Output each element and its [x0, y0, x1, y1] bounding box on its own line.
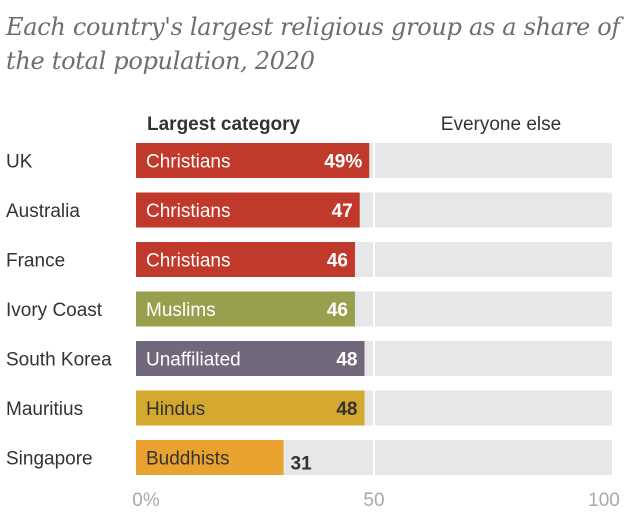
value-bar	[136, 341, 365, 376]
remainder-bar-right	[375, 192, 612, 228]
bar-row-uk: UK Christians 49%	[6, 143, 612, 178]
country-label: Singapore	[6, 449, 93, 470]
country-label: Ivory Coast	[6, 300, 103, 321]
country-label: Australia	[6, 201, 80, 222]
header-everyone-else: Everyone else	[441, 114, 561, 135]
header-largest-category: Largest category	[147, 114, 301, 135]
remainder-bar-right	[375, 291, 612, 327]
x-tick-label: 50	[363, 490, 384, 511]
remainder-bar-right	[375, 242, 612, 277]
bar-row-australia: Australia Christians 47	[6, 192, 612, 228]
country-label: Mauritius	[6, 399, 83, 420]
value-label: 48	[336, 399, 357, 420]
category-label: Hindus	[146, 399, 205, 420]
value-label: 47	[332, 201, 353, 222]
chart-title: Each country's largest religious group a…	[6, 13, 620, 75]
value-bar	[136, 440, 284, 475]
country-label: France	[6, 251, 65, 272]
bar-row-france: France Christians 46	[6, 242, 612, 277]
remainder-bar-right	[375, 390, 612, 426]
value-label: 46	[327, 300, 348, 321]
bar-row-singapore: Singapore Buddhists 31	[6, 440, 612, 475]
category-label: Christians	[146, 251, 230, 272]
x-tick-label: 100	[588, 490, 620, 511]
bar-row-mauritius: Mauritius Hindus 48	[6, 390, 612, 426]
country-label: UK	[6, 152, 33, 173]
value-bar	[136, 143, 370, 178]
bar-row-ivory-coast: Ivory Coast Muslims 46	[6, 291, 612, 327]
value-bar	[136, 291, 355, 327]
remainder-bar-right	[375, 440, 612, 475]
category-label: Christians	[146, 152, 230, 173]
country-label: South Korea	[6, 350, 112, 371]
value-bar	[136, 390, 365, 426]
remainder-bar-right	[375, 341, 612, 376]
value-label: 48	[336, 350, 357, 371]
category-label: Muslims	[146, 300, 216, 321]
category-label: Christians	[146, 201, 230, 222]
remainder-bar-right	[375, 143, 612, 178]
value-bar	[136, 192, 360, 228]
category-label: Unaffiliated	[146, 350, 241, 371]
x-tick-label: 0%	[132, 490, 160, 511]
category-label: Buddhists	[146, 449, 229, 470]
value-bar	[136, 242, 355, 277]
value-label: 46	[327, 251, 348, 272]
bar-row-south-korea: South Korea Unaffiliated 48	[6, 341, 612, 376]
value-label: 31	[291, 454, 313, 475]
value-label: 49%	[324, 152, 362, 173]
